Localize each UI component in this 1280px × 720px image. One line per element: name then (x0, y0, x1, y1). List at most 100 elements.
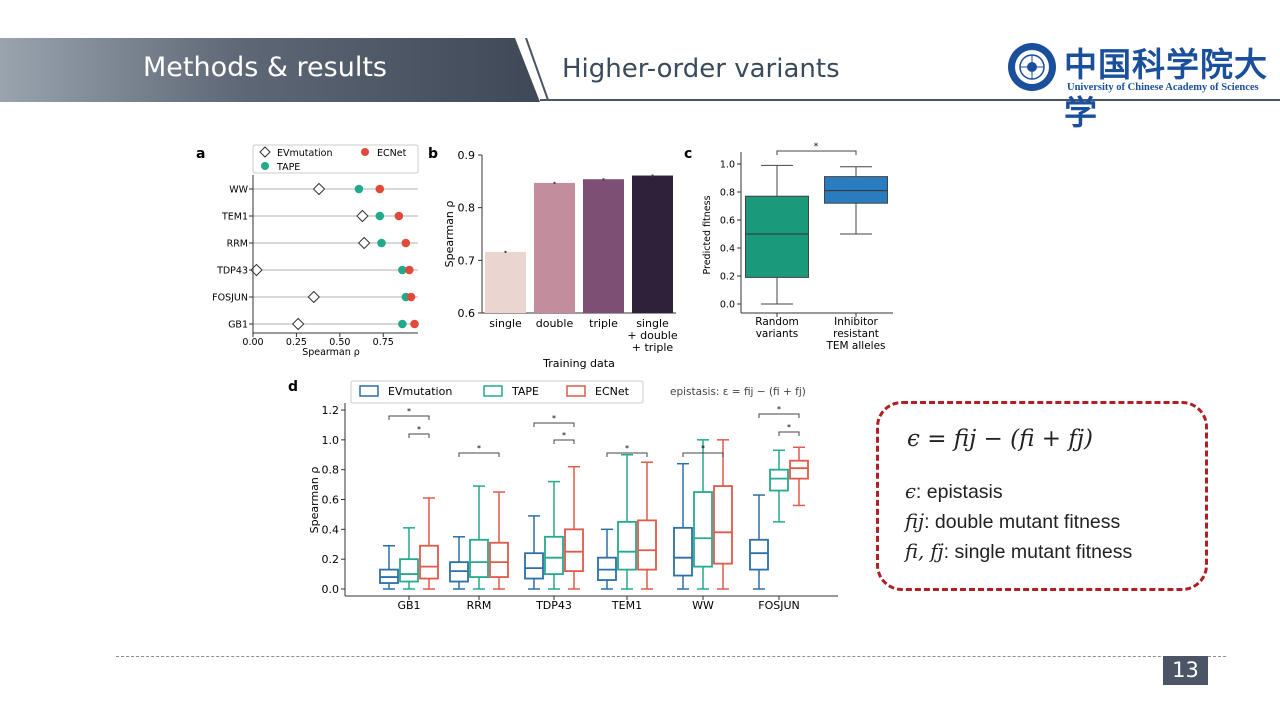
box (745, 195, 809, 278)
box (419, 544, 439, 580)
tick-label: 0.2 (322, 553, 340, 566)
box (789, 459, 809, 480)
box (713, 485, 733, 565)
category-label: RRM (467, 599, 492, 612)
box (489, 541, 509, 578)
significance-mark: * (814, 142, 819, 152)
data-point (375, 184, 385, 194)
tick-label: 1.2 (322, 404, 340, 417)
tick-label: 0.6 (322, 494, 340, 507)
tick-label: 0.4 (720, 244, 735, 255)
legend-label: ECNet (377, 148, 407, 159)
category-label: TEM1 (611, 599, 642, 612)
significance-mark: * (407, 407, 411, 416)
panel-label-a: a (196, 146, 205, 162)
tick-label: 0.6 (458, 307, 476, 320)
category-label: GB1 (397, 599, 420, 612)
tick-label: 0.0 (720, 300, 735, 311)
tick-label: 0.8 (322, 464, 340, 477)
significance-bracket (778, 431, 800, 436)
panel-a-chart: EVmutation TAPE ECNet WW TEM1 RRM TDP43 FOSJUN G… (212, 144, 419, 358)
definition-symbol: fi, fj (905, 540, 944, 563)
data-point (357, 236, 371, 250)
panel-label-d: d (288, 379, 298, 395)
tick-label: 0.9 (458, 149, 476, 162)
data-point (307, 290, 320, 304)
tick-label: 0.6 (720, 216, 735, 227)
category-label: RRM (227, 239, 248, 250)
data-point (291, 317, 305, 331)
significance-bracket (553, 439, 575, 444)
header-divider (540, 99, 1280, 101)
category-label: GB1 (228, 320, 248, 331)
data-point (410, 319, 419, 329)
category-label: TEM1 (221, 212, 248, 223)
category-label: triple (589, 317, 618, 330)
category-label: variants (756, 328, 799, 340)
box (769, 468, 789, 492)
tick-label: 0.0 (322, 583, 340, 596)
slide-subtitle: Higher-order variants (562, 54, 840, 84)
significance-bracket (776, 150, 857, 155)
category-label: TDP43 (535, 599, 572, 612)
category-label: FOSJUN (212, 293, 248, 304)
category-label: WW (692, 599, 714, 612)
bar (583, 179, 624, 313)
y-axis-label: Spearman ρ (308, 467, 321, 534)
y-axis-label: Spearman ρ (443, 201, 456, 268)
definition-symbol: ϵ (905, 480, 916, 503)
x-axis-label: Training data (542, 357, 615, 370)
significance-bracket (758, 413, 800, 418)
tick-label: 0.8 (458, 202, 476, 215)
tick-label: 1.0 (322, 434, 340, 447)
tick-label: 0.25 (286, 337, 307, 348)
significance-mark: * (477, 444, 481, 453)
significance-mark: * (777, 405, 781, 414)
legend-label: EVmutation (388, 385, 452, 398)
significance-mark: * (562, 431, 566, 440)
definition-symbol: fij (905, 510, 925, 533)
section-title: Methods & results (143, 52, 388, 83)
legend-swatch (566, 385, 586, 397)
data-point (377, 238, 386, 248)
data-point (312, 182, 326, 196)
data-point (401, 238, 411, 248)
box (637, 519, 657, 571)
definition-fi-fj: fi, fj: single mutant fitness (905, 540, 1132, 564)
legend-label: TAPE (276, 162, 300, 173)
epistasis-equation: ϵ = fij − (fi + fj) (907, 426, 1093, 452)
significance-bracket (388, 415, 430, 420)
box (673, 526, 693, 577)
epistasis-annotation: epistasis: ε = fij − (fi + fj) (670, 386, 806, 398)
significance-bracket (682, 452, 724, 457)
category-label: Inhibitor (834, 316, 878, 328)
tick-label: 0.75 (373, 337, 394, 348)
data-point (405, 265, 414, 275)
legend-swatch (483, 385, 503, 397)
significance-mark: * (701, 444, 705, 453)
x-axis-label: Spearman ρ (302, 347, 360, 358)
data-point (398, 319, 407, 329)
category-label: single (489, 317, 522, 330)
box (399, 558, 419, 583)
box (693, 491, 713, 568)
category-label: TDP43 (216, 266, 248, 277)
significance-mark: * (417, 425, 421, 434)
tick-label: 0.7 (458, 254, 476, 267)
bar (534, 182, 575, 313)
box (824, 176, 888, 204)
legend-box (252, 144, 419, 174)
box (524, 552, 544, 580)
category-label: resistant (833, 328, 879, 340)
significance-bracket (606, 452, 648, 457)
data-point (406, 292, 416, 302)
box (564, 528, 584, 572)
category-label: FOSJUN (758, 599, 800, 612)
legend-label: TAPE (511, 385, 539, 398)
box (749, 538, 769, 571)
tick-label: 0.8 (720, 188, 735, 199)
y-axis-label: Predicted fitness (702, 195, 713, 274)
